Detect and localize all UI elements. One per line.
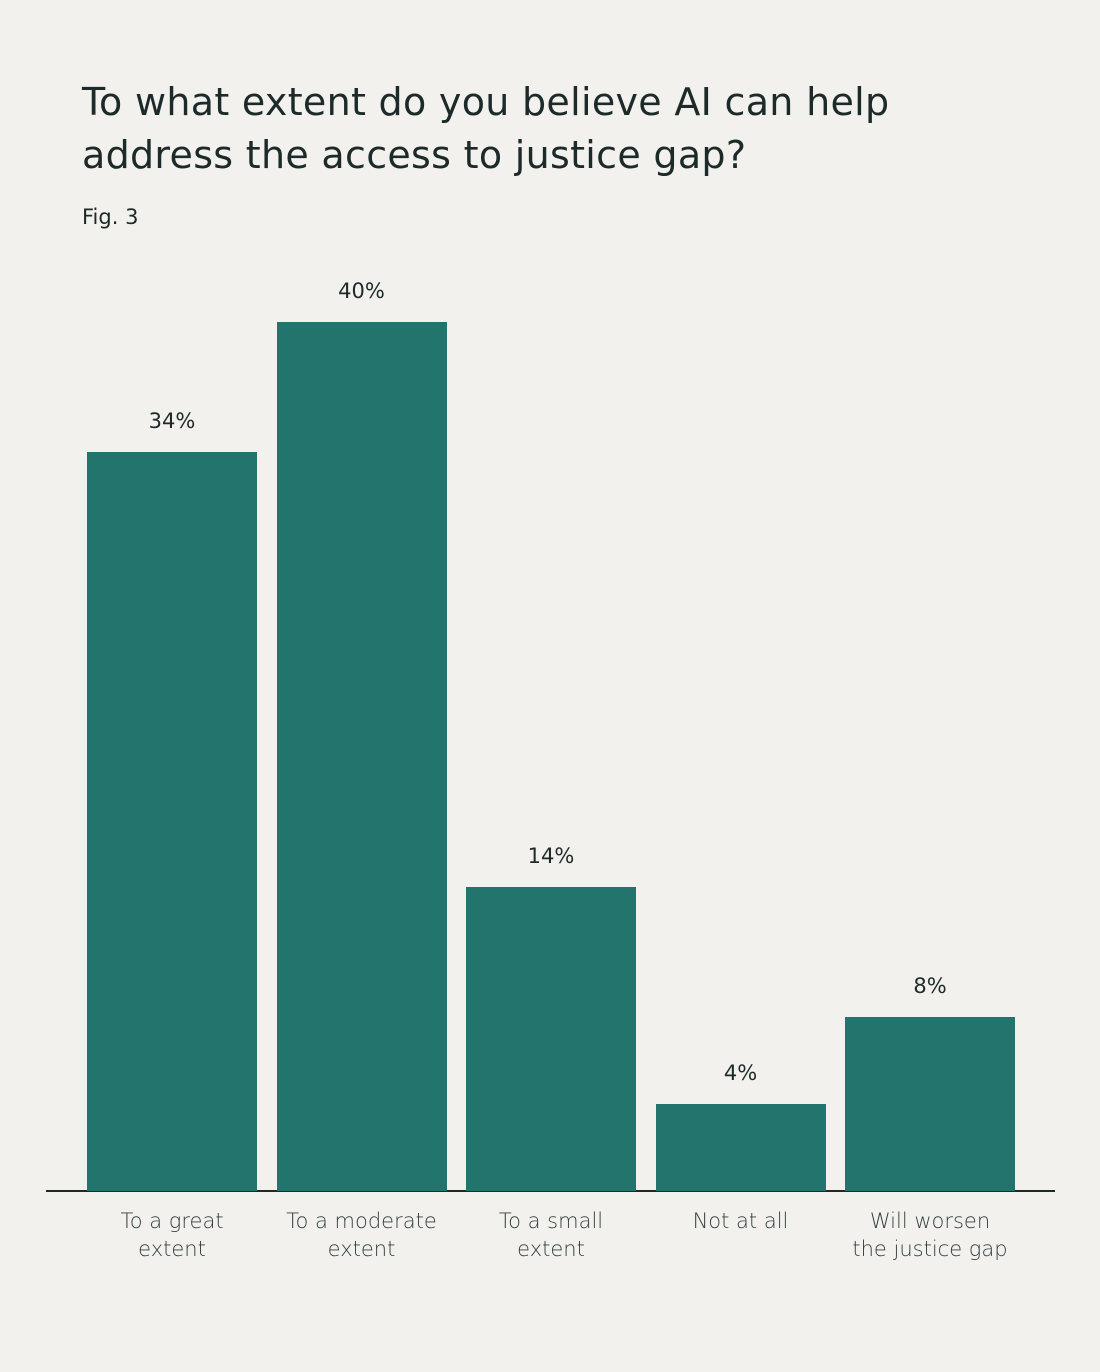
- value-label: 14%: [527, 843, 575, 868]
- x-tick-label: To a small extent: [498, 1209, 604, 1261]
- bar: [276, 322, 447, 1191]
- x-tick-label: To a moderate extent: [286, 1209, 437, 1261]
- x-tick-label: To a great extent: [120, 1209, 224, 1261]
- value-label: 40%: [338, 279, 385, 303]
- x-tick-label: Not at all: [692, 1209, 789, 1233]
- value-label: 8%: [913, 974, 947, 999]
- value-label: 34%: [148, 409, 196, 434]
- bar: [845, 1017, 1015, 1191]
- chart-subtitle: Fig. 3: [82, 205, 139, 229]
- x-tick-label: Will worsen the justice gap: [852, 1209, 1008, 1261]
- bar: [655, 1104, 826, 1191]
- chart-title: To what extent do you believe AI can hel…: [82, 80, 890, 177]
- bar: [87, 452, 257, 1191]
- bar: [466, 886, 636, 1191]
- value-label: 4%: [723, 1061, 758, 1086]
